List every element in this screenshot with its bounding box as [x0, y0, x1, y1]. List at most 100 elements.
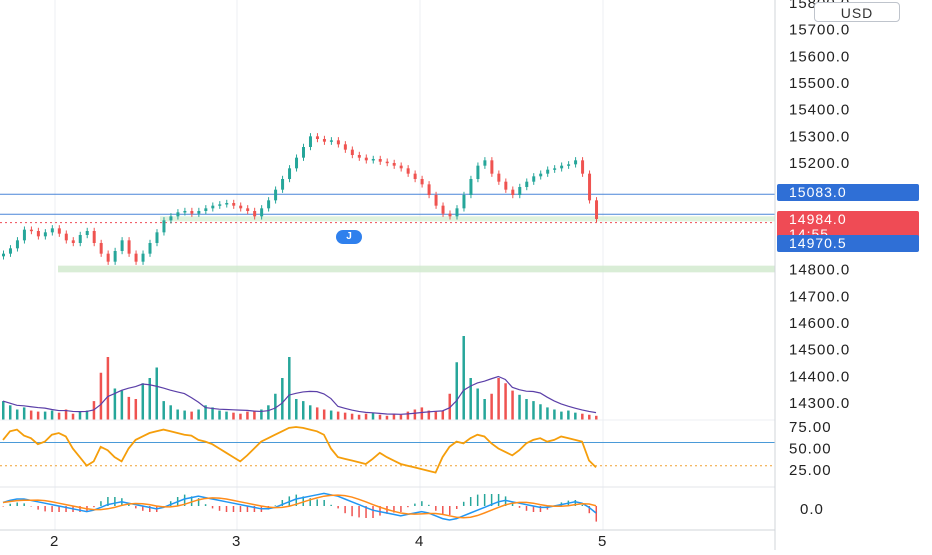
price-tick-label: 15700.0 [789, 22, 850, 39]
macd-histogram-bar [414, 503, 416, 506]
macd-histogram-bar [574, 500, 577, 506]
time-tick-label: 2 [50, 533, 58, 550]
candle-body [504, 181, 508, 190]
volume-bar [295, 399, 298, 420]
candle-body [595, 200, 599, 219]
volume-bar [462, 336, 465, 420]
candle-body [371, 159, 375, 161]
macd-pane [2, 492, 598, 522]
candle-body [211, 205, 215, 209]
price-zone-band [160, 216, 775, 222]
volume-bar [329, 410, 333, 420]
volume-bar [511, 390, 514, 420]
macd-histogram-bar [539, 506, 542, 512]
macd-histogram-bar [379, 506, 381, 516]
macd-histogram-bar [490, 494, 493, 506]
macd-histogram-bar [428, 504, 430, 506]
macd-histogram-bar [114, 497, 116, 506]
macd-histogram-bar [518, 506, 521, 508]
rsi-tick-label: 50.00 [789, 441, 832, 458]
volume-bar [50, 410, 54, 420]
macd-histogram-bar [218, 506, 221, 511]
macd-histogram-bar [372, 506, 374, 518]
macd-tick-label: 0.0 [800, 501, 824, 518]
macd-histogram-bar [274, 505, 277, 506]
candle-body [85, 231, 89, 235]
volume-bar [64, 409, 68, 420]
volume-bar [183, 410, 186, 420]
rsi-tick-label: 25.00 [789, 462, 832, 479]
macd-histogram-bar [309, 498, 311, 506]
price-tick-label: 15200.0 [789, 155, 850, 172]
candles [2, 133, 599, 265]
volume-bar [308, 405, 312, 420]
event-icon[interactable]: J [336, 230, 362, 244]
macd-histogram-bar [295, 494, 298, 506]
candle-body [288, 168, 292, 179]
price-tick-label: 14800.0 [789, 262, 850, 279]
macd-histogram-bar [30, 506, 32, 507]
candle-body [71, 240, 75, 243]
volume-bar [253, 410, 256, 420]
candle-body [176, 212, 180, 217]
candle-body [15, 240, 19, 249]
currency-badge[interactable]: USD [814, 2, 900, 22]
demand-zone [58, 265, 775, 273]
macd-histogram-bar [211, 506, 214, 509]
macd-histogram-bar [107, 497, 109, 506]
macd-histogram-bar [281, 500, 284, 506]
price-tick-label: 15600.0 [789, 48, 850, 65]
candle-body [274, 189, 278, 201]
last-price-value: 14984.0 [789, 211, 847, 227]
macd-signal-line [2, 494, 597, 519]
volume-bar [148, 378, 152, 420]
macd-histogram-bar [302, 496, 304, 506]
volume-bar [350, 413, 354, 420]
candle-body [511, 189, 515, 195]
candle-body [329, 140, 333, 142]
macd-histogram-bar [407, 506, 409, 508]
candle-body [239, 205, 243, 209]
macd-histogram-bar [37, 506, 39, 510]
volume-bar [322, 409, 326, 420]
macd-histogram-bar [483, 494, 486, 506]
price-axis: 15800.015700.015600.015500.015400.015300… [774, 0, 850, 550]
macd-histogram-bar [365, 506, 367, 518]
candle-body [497, 173, 501, 182]
macd-histogram-bar [469, 497, 472, 506]
candle-body [315, 136, 319, 139]
macd-histogram-bar [581, 504, 584, 506]
volume-bar [78, 411, 82, 420]
candle-body [525, 181, 529, 187]
grid [54, 0, 604, 530]
volume-bar [106, 357, 110, 420]
volume-bar [197, 409, 200, 420]
volume-bar [120, 390, 124, 420]
candle-body [553, 168, 557, 170]
macd-histogram-bar [462, 501, 465, 506]
macd-histogram-bar [455, 506, 458, 509]
candle-body [364, 157, 368, 161]
candle-body [539, 173, 543, 177]
candle-body [406, 168, 410, 174]
macd-histogram-bar [351, 506, 353, 517]
volume-bar [218, 410, 221, 420]
volume-bar [8, 405, 12, 420]
candle-body [78, 235, 82, 243]
price-tick-label: 14600.0 [789, 315, 850, 332]
volume-bar [190, 411, 193, 420]
volume-bar [288, 357, 291, 420]
candle-body [127, 240, 131, 254]
candle-body [322, 139, 326, 142]
macd-histogram-bar [204, 504, 207, 506]
candle-body [567, 164, 571, 166]
macd-histogram-bar [253, 506, 256, 512]
candle-body [532, 176, 536, 182]
volume-bar [127, 396, 131, 420]
volume-bar [539, 404, 542, 420]
macd-histogram-bar [588, 506, 591, 514]
macd-histogram-bar [44, 506, 46, 512]
candle-body [350, 149, 354, 155]
